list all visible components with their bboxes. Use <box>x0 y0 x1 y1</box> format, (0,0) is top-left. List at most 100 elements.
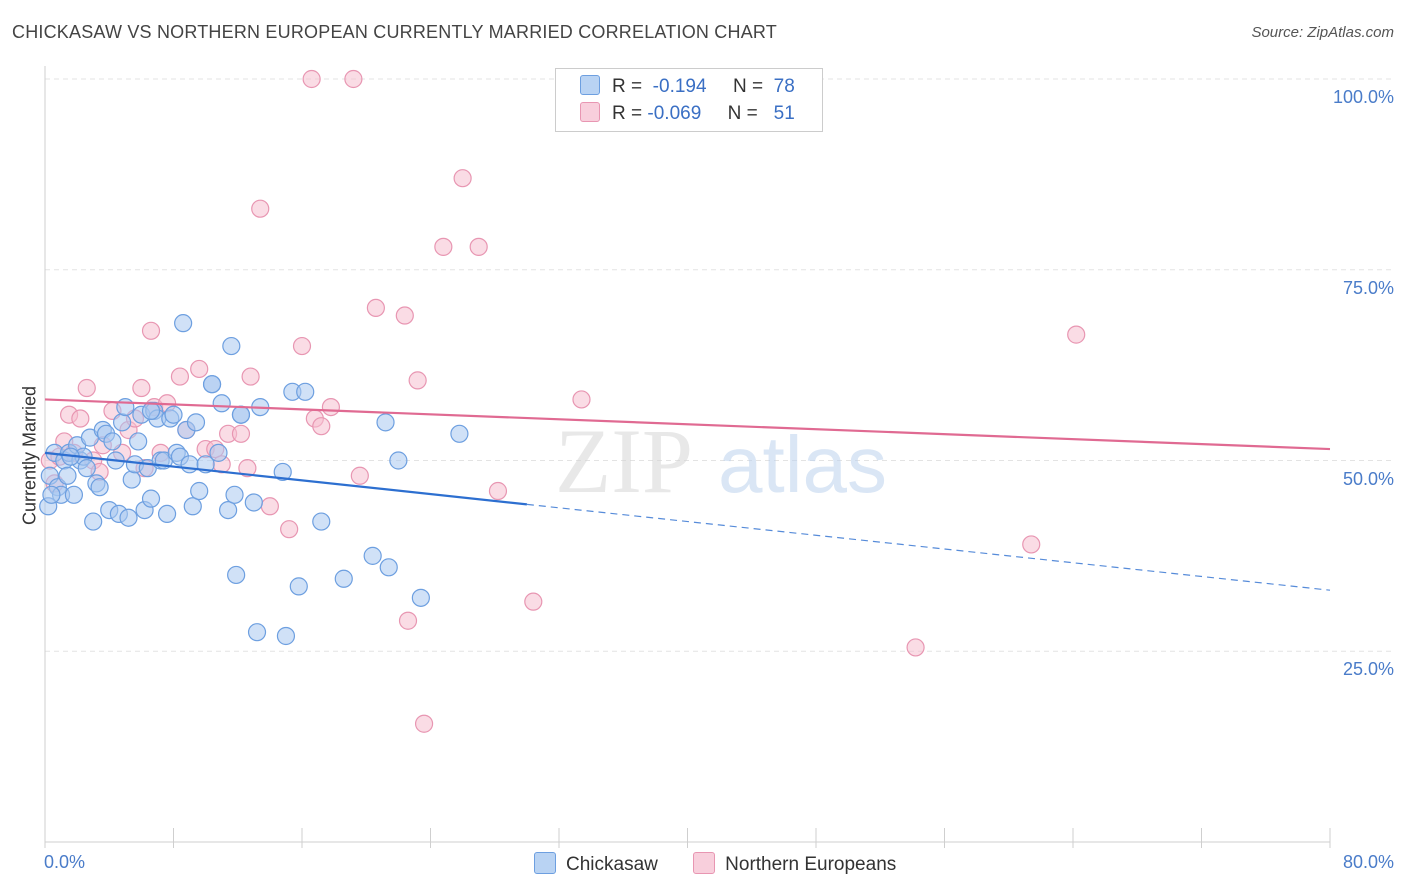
chickasaw-point <box>244 493 263 512</box>
northern-european-point <box>395 306 414 325</box>
chickasaw-point <box>190 481 209 501</box>
northern-european-point <box>414 714 434 733</box>
northern-european-point <box>251 199 270 218</box>
series-legend: Chickasaw Northern Europeans <box>534 852 926 876</box>
chickasaw-point <box>129 432 148 451</box>
legend-n-label: N = <box>732 76 764 97</box>
northern-european-point <box>366 298 385 317</box>
legend-n-value: 51 <box>773 103 795 124</box>
northern-european-point <box>141 321 161 340</box>
northern-european-point <box>344 69 363 89</box>
data-points <box>39 69 1086 733</box>
x-tick-label-max: 80.0% <box>1342 852 1394 872</box>
northern-european-point <box>434 237 453 256</box>
chickasaw-point <box>209 443 228 462</box>
legend-n-label: N = <box>727 103 758 124</box>
chickasaw-point <box>222 336 241 356</box>
legend-swatch-blue <box>580 75 600 95</box>
legend-item-northern-europeans[interactable]: Northern Europeans <box>693 852 896 876</box>
legend-n-value: 78 <box>773 76 795 97</box>
chickasaw-point <box>84 512 103 531</box>
chickasaw-point <box>219 500 238 520</box>
chickasaw-point <box>90 478 109 497</box>
northern-european-point <box>241 367 260 386</box>
chickasaw-point <box>312 512 331 531</box>
y-tick-label-75: 75.0% <box>1342 277 1394 298</box>
chickasaw-point <box>276 626 296 646</box>
northern-european-point <box>453 169 472 188</box>
northern-european-point <box>71 409 90 428</box>
chickasaw-point <box>376 413 395 432</box>
northern-european-point <box>190 359 209 379</box>
chickasaw-point <box>77 459 96 478</box>
northern-european-point <box>312 417 331 436</box>
northern-european-point <box>132 378 151 398</box>
chickasaw-point <box>202 375 222 394</box>
chickasaw-point <box>450 424 469 443</box>
northern-european-point <box>77 378 96 398</box>
chart-title: CHICKASAW VS NORTHERN EUROPEAN CURRENTLY… <box>12 22 777 42</box>
northern-european-point <box>350 466 369 485</box>
chickasaw-point <box>289 577 308 596</box>
northern-european-point <box>488 481 508 501</box>
legend-label-northern-europeans: Northern Europeans <box>725 854 897 875</box>
chickasaw-point <box>186 413 206 432</box>
y-tick-label-100: 100.0% <box>1332 87 1394 107</box>
legend-r-label: R = <box>612 76 643 97</box>
y-tick-label-50: 50.0% <box>1342 468 1394 489</box>
northern-european-point <box>238 459 257 478</box>
chickasaw-point <box>180 455 199 474</box>
northern-european-point <box>906 638 925 657</box>
legend-label-chickasaw: Chickasaw <box>566 854 658 875</box>
northern-european-point <box>260 497 279 516</box>
legend-swatch-pink <box>693 852 716 874</box>
legend-item-chickasaw[interactable]: Chickasaw <box>534 852 658 876</box>
chickasaw-point <box>141 401 161 421</box>
legend-r-value: -0.069 <box>647 103 702 124</box>
chickasaw-point <box>64 485 84 504</box>
northern-european-point <box>292 336 312 356</box>
northern-european-point <box>572 390 591 409</box>
chickasaw-point <box>42 485 61 504</box>
watermark-atlas: atlas <box>718 420 887 509</box>
chickasaw-trend-extension <box>526 503 1331 591</box>
watermark-zip: ZIP <box>555 410 693 512</box>
chickasaw-point <box>296 382 315 401</box>
chickasaw-point <box>227 565 246 585</box>
chickasaw-point <box>247 623 267 642</box>
northern-european-point <box>1067 325 1086 344</box>
northern-european-point <box>408 371 427 390</box>
chickasaw-point <box>183 497 202 516</box>
chickasaw-point <box>225 485 244 504</box>
chickasaw-point <box>334 569 353 588</box>
northern-european-trend-line <box>44 398 1331 451</box>
y-tick-label-25: 25.0% <box>1342 659 1394 680</box>
legend-row-chickasaw: R = -0.194 N = 78 <box>580 75 795 98</box>
y-axis-label: Currently Married <box>19 385 40 526</box>
chickasaw-point <box>119 508 138 527</box>
northern-european-point <box>302 69 321 89</box>
chickasaw-point <box>157 504 177 524</box>
legend-r-value: -0.194 <box>652 76 707 97</box>
northern-european-point <box>231 424 251 443</box>
chickasaw-point <box>389 451 408 470</box>
legend-row-northern-europeans: R = -0.069 N = 51 <box>580 102 795 125</box>
northern-european-point <box>170 367 190 386</box>
chickasaw-point <box>231 405 251 424</box>
chickasaw-point <box>212 394 231 413</box>
chickasaw-point <box>174 314 193 333</box>
correlation-legend: R = -0.194 N = 78 R = -0.069 N = 51 <box>555 68 823 132</box>
northern-european-point <box>398 611 418 630</box>
northern-european-point <box>1022 535 1041 554</box>
legend-swatch-blue <box>534 852 556 874</box>
trend-lines <box>44 398 1331 591</box>
chickasaw-point <box>116 397 135 417</box>
legend-r-label: R = <box>612 103 643 124</box>
chickasaw-point <box>141 489 161 508</box>
chickasaw-point <box>363 546 382 565</box>
chickasaw-point <box>112 413 132 432</box>
grid-lines <box>45 78 1392 652</box>
chart-source: Source: ZipAtlas.com <box>1251 24 1394 41</box>
chickasaw-point <box>379 558 398 577</box>
